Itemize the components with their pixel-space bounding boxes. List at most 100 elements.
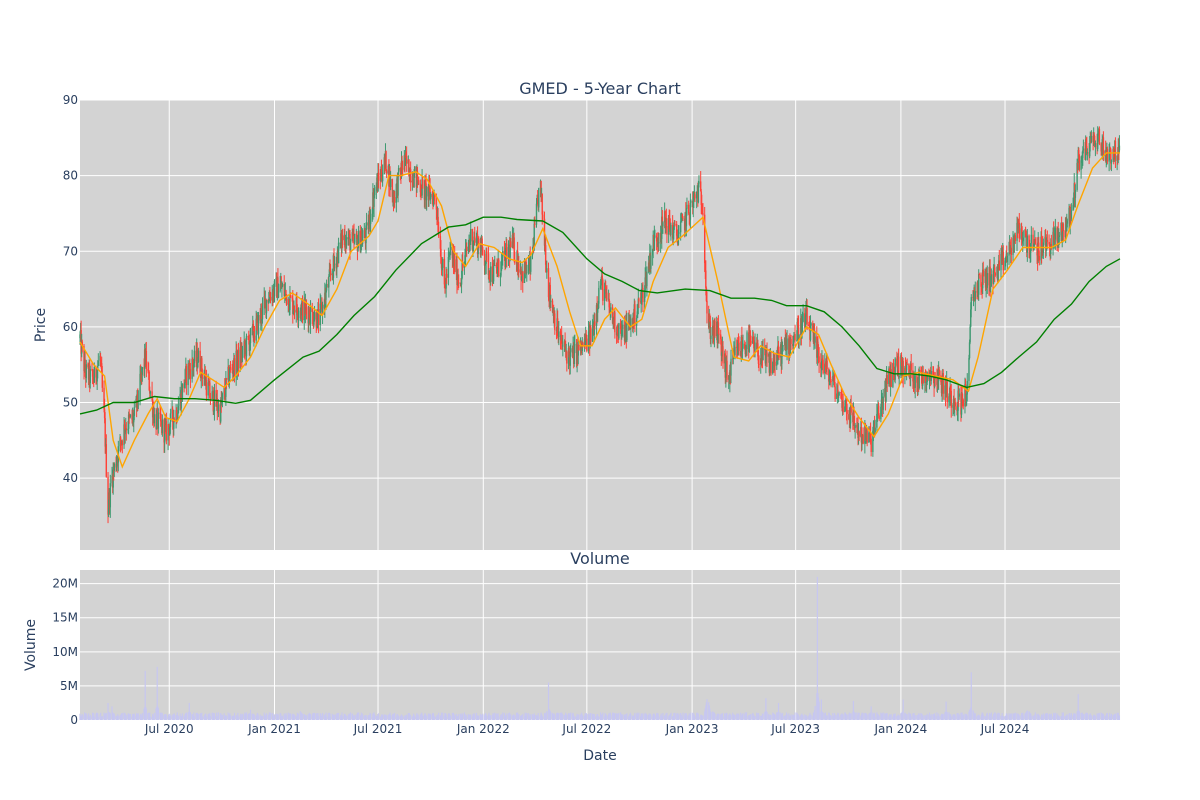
candle-body (96, 369, 98, 382)
candle-body (952, 404, 954, 408)
candle-body (1100, 143, 1102, 152)
candle-body (1101, 139, 1103, 156)
candle-body (333, 263, 336, 265)
candle-body (630, 318, 632, 329)
volume-bar (954, 715, 956, 720)
candle-body (469, 241, 471, 243)
candle-body (285, 294, 288, 305)
candle-body (551, 300, 554, 313)
volume-bar (1018, 715, 1020, 720)
volume-plot-area[interactable] (80, 570, 1120, 720)
candle-body (1058, 235, 1061, 237)
candle-body (153, 414, 156, 424)
x-tick-label: Jan 2022 (456, 722, 510, 736)
volume-bar (165, 715, 167, 720)
candle-body (969, 309, 972, 327)
candle-body (173, 418, 175, 429)
candle-body (834, 386, 836, 399)
candle-body (101, 372, 104, 388)
candle-body (777, 345, 779, 361)
volume-bar (898, 715, 900, 720)
volume-bar (762, 713, 764, 720)
candle-body (209, 382, 211, 398)
volume-bar (922, 715, 924, 720)
candle-body (876, 413, 878, 428)
volume-bar (926, 713, 928, 720)
candle-body (1028, 249, 1031, 255)
candle-body (245, 336, 248, 357)
volume-bar (434, 716, 436, 720)
candle-body (133, 407, 136, 416)
candle-body (666, 226, 668, 235)
volume-bar (786, 714, 788, 720)
volume-bar (913, 712, 915, 720)
candle-body (596, 305, 598, 313)
candle-body (704, 263, 706, 271)
candle-body (263, 296, 265, 306)
volume-bar (156, 666, 158, 720)
candle-body (159, 413, 162, 422)
candle-body (1025, 234, 1027, 237)
volume-bar (177, 715, 179, 720)
candle-body (1076, 162, 1078, 190)
candle-body (316, 327, 318, 329)
candle-body (706, 300, 708, 314)
volume-bar (213, 713, 216, 720)
candle-body (1018, 222, 1021, 239)
candle-body (637, 298, 640, 309)
volume-bar (257, 715, 260, 720)
price-plot-area[interactable] (80, 100, 1120, 550)
candle-body (492, 263, 495, 282)
candle-body (669, 220, 671, 229)
candle-body (312, 324, 315, 326)
candle-body (961, 392, 963, 400)
volume-bar (698, 716, 700, 720)
volume-bar (754, 716, 756, 720)
candle-body (672, 233, 674, 239)
volume-bar (766, 711, 768, 720)
volume-bar (353, 715, 356, 720)
candle-body (970, 297, 972, 310)
candle-body (416, 171, 419, 184)
volume-bar (758, 715, 760, 720)
volume-bar (253, 715, 256, 720)
candle-body (445, 273, 447, 289)
candle-body (534, 223, 536, 225)
candle-body (968, 358, 970, 381)
volume-bar (692, 712, 694, 720)
candle-body (886, 375, 888, 384)
candle-body (661, 216, 663, 239)
candle-body (705, 287, 708, 301)
candle-body (805, 309, 807, 317)
candle-body (1093, 134, 1095, 141)
candle-body (518, 263, 520, 273)
candle-body (188, 365, 190, 375)
candle-body (462, 262, 464, 268)
volume-bar (946, 712, 948, 720)
candle-body (220, 399, 222, 422)
candle-body (123, 424, 126, 435)
candle-body (849, 405, 852, 424)
volume-bar (305, 715, 308, 720)
candle-body (810, 323, 812, 326)
volume-y-tick-label: 0 (70, 713, 78, 727)
candle-body (244, 340, 246, 350)
volume-bar (494, 712, 496, 720)
candle-body (283, 284, 285, 296)
candle-body (213, 411, 215, 413)
candle-body (496, 266, 499, 273)
candle-body (480, 246, 482, 255)
candle-body (413, 172, 415, 188)
candle-body (998, 260, 1000, 271)
candle-body (1108, 153, 1110, 162)
volume-bar (662, 712, 664, 720)
candle-body (978, 274, 980, 275)
volume-bar (674, 712, 676, 720)
candle-body (804, 316, 807, 328)
candle-body (181, 383, 184, 400)
candle-body (662, 222, 664, 227)
candle-body (349, 241, 352, 251)
candle-body (201, 358, 203, 373)
candle-body (424, 180, 427, 184)
candle-body (393, 197, 396, 203)
